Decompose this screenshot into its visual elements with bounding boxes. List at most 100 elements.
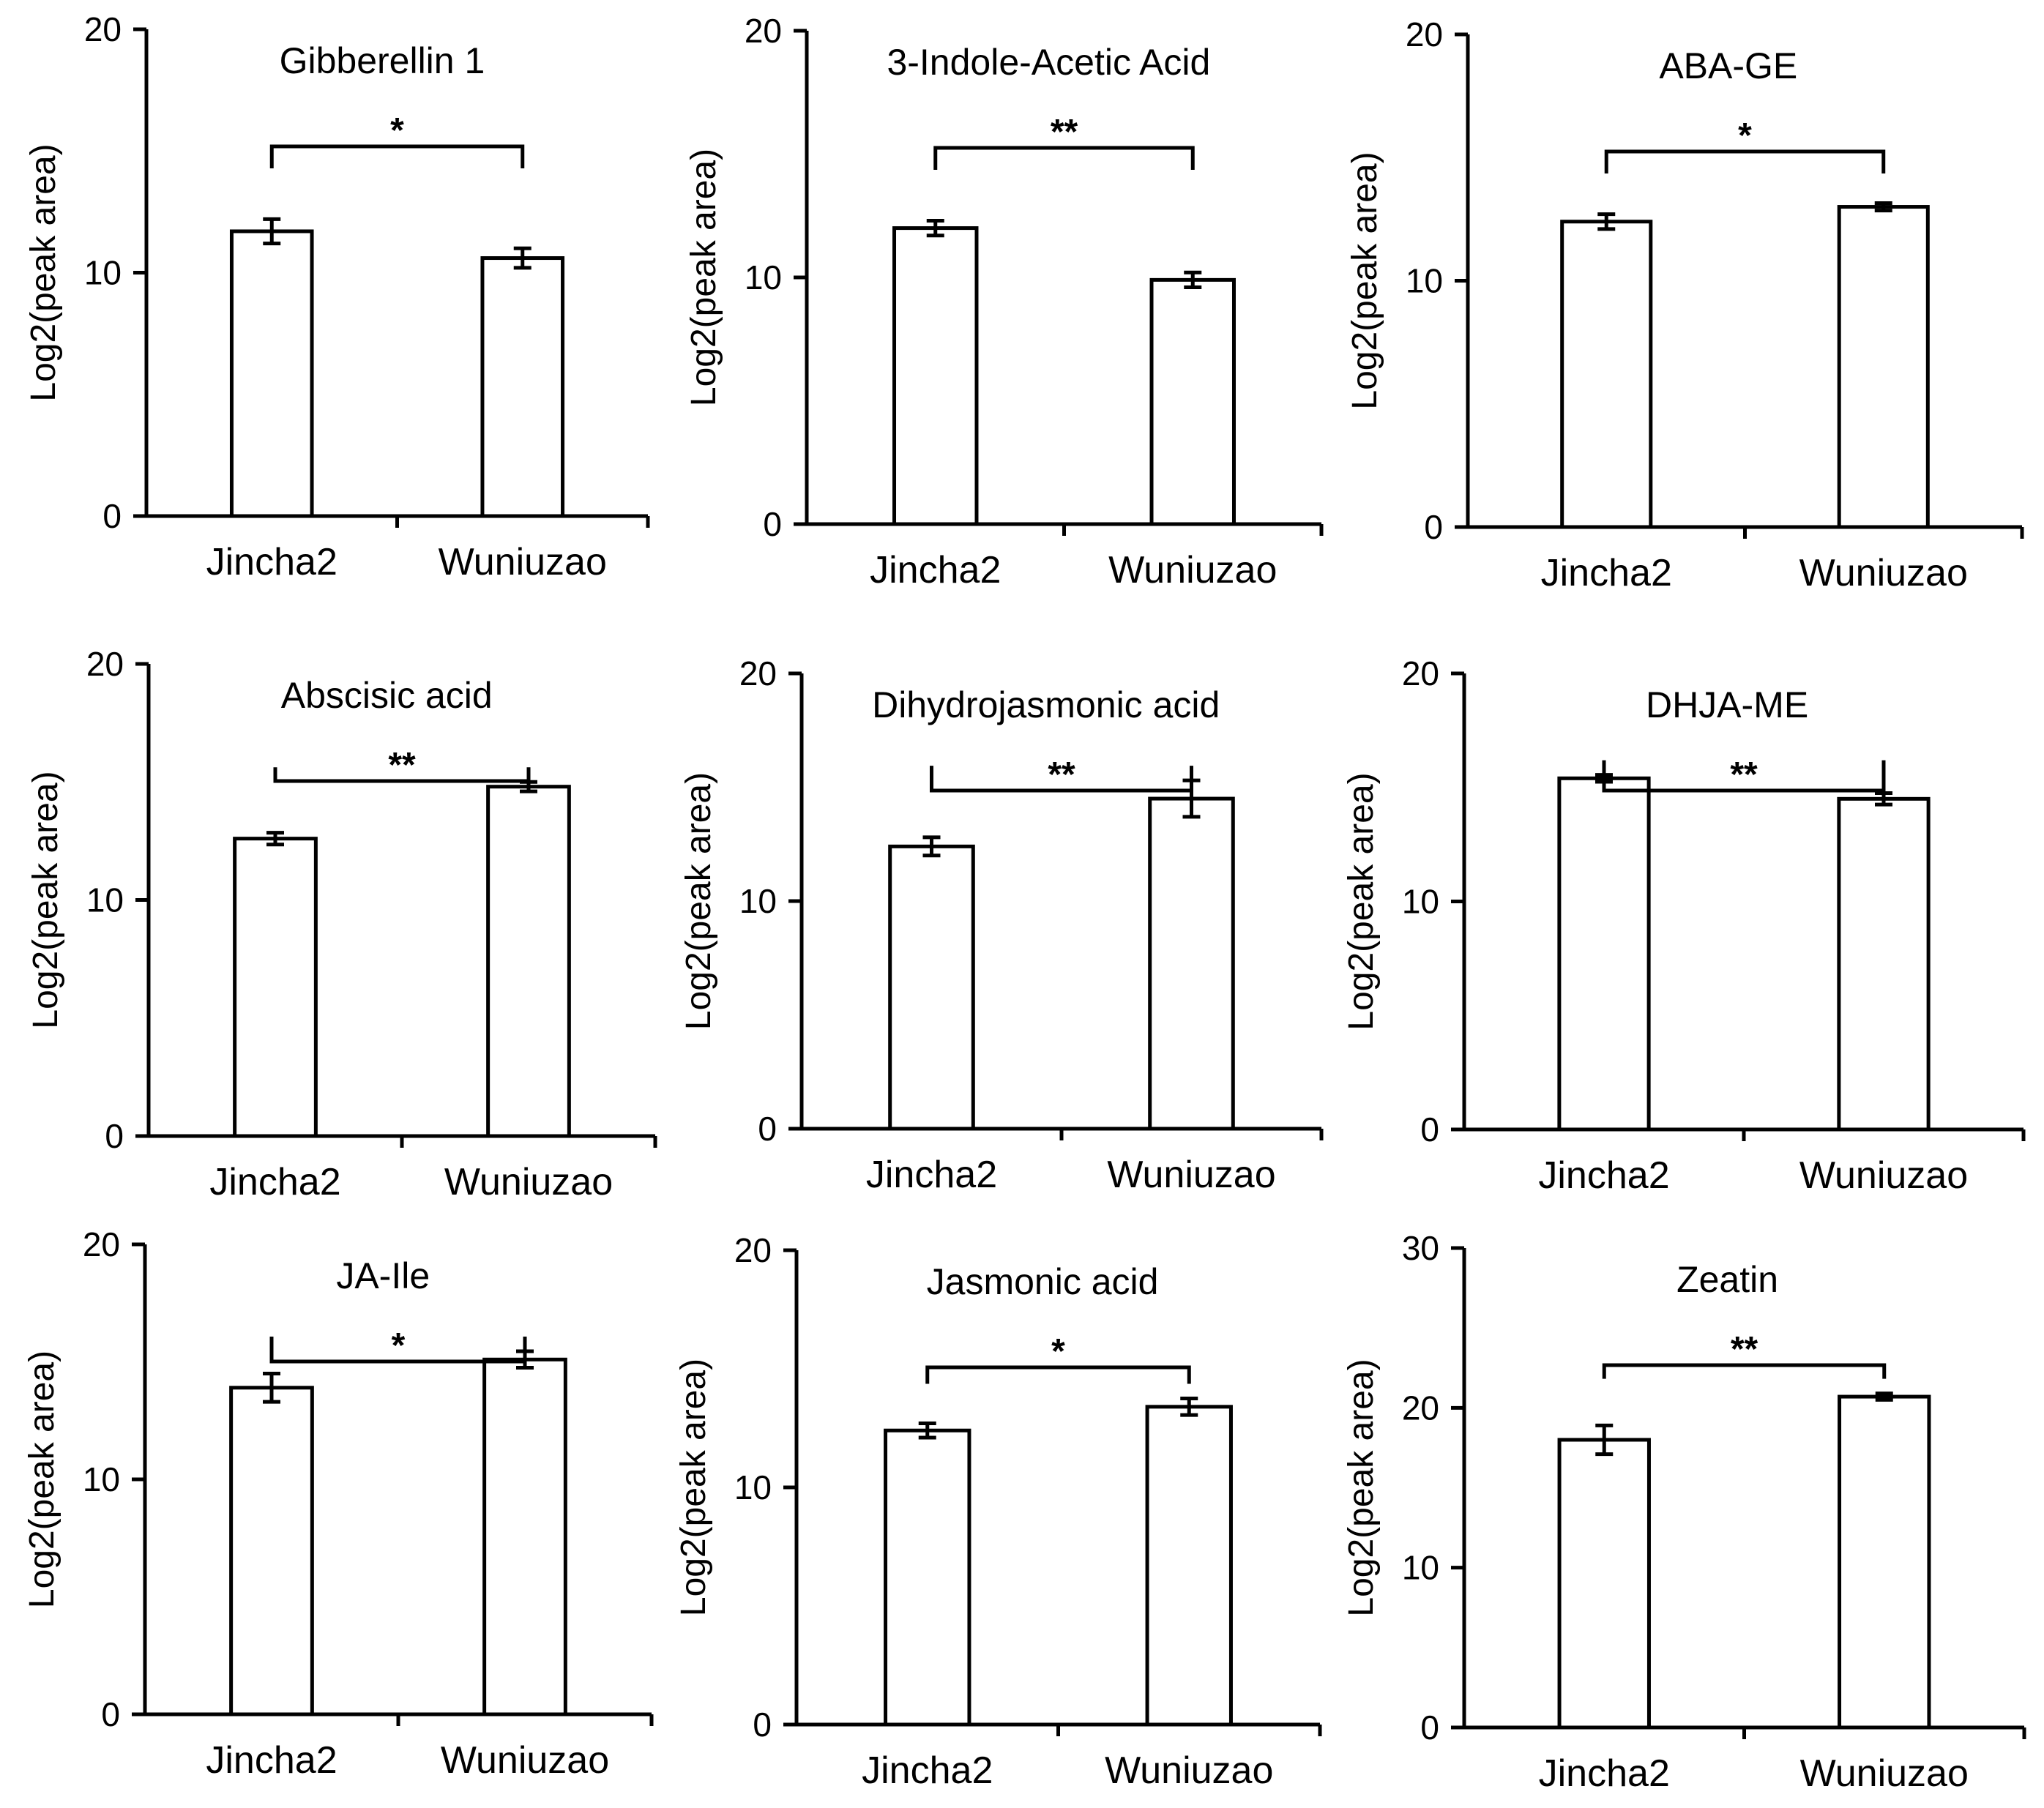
y-tick-label: 10 (86, 881, 124, 919)
y-tick-label: 10 (84, 254, 122, 292)
significance-marker: * (392, 1326, 406, 1365)
bar (1149, 277, 1236, 526)
y-tick-label: 20 (86, 645, 124, 683)
bar (1837, 205, 1930, 529)
y-tick-label: 30 (1402, 1229, 1439, 1267)
y-axis-label: Log2(peak area) (674, 1359, 713, 1616)
chart-panel: 0 10 20 Jincha2 Wuniuzao Log2(peak area) Dihyd… (679, 654, 1324, 1196)
y-tick-label: 10 (734, 1468, 772, 1506)
significance-bracket (925, 1365, 1191, 1384)
y-tick-label: 0 (758, 1110, 777, 1148)
y-tick-label: 0 (763, 505, 782, 543)
y-tick-label: 20 (1406, 15, 1443, 53)
category-label: Wuniuzao (444, 1161, 613, 1203)
category-label: Jincha2 (866, 1154, 997, 1196)
chart-panel: 0 10 20 Jincha2 Wuniuzao Log2(peak area) Gibbe… (24, 10, 650, 583)
category-label: Wuniuzao (1105, 1749, 1273, 1792)
category-label: Jincha2 (870, 549, 1001, 591)
category-label: Jincha2 (862, 1749, 993, 1792)
y-axis-label: Log2(peak area) (1346, 152, 1384, 409)
y-tick-label: 20 (1402, 654, 1439, 692)
bar (480, 256, 565, 518)
y-tick-label: 0 (101, 1695, 120, 1733)
significance-bracket (1602, 760, 1886, 793)
category-label: Wuniuzao (441, 1739, 609, 1782)
bar (888, 844, 975, 1131)
y-tick-label: 0 (102, 497, 122, 535)
chart-title: DHJA-ME (1646, 684, 1808, 725)
bar (233, 837, 318, 1138)
category-label: Wuniuzao (439, 541, 607, 583)
chart-title: JA-Ile (336, 1255, 430, 1296)
significance-bracket (269, 1337, 527, 1364)
bar (1557, 1438, 1651, 1730)
category-label: Jincha2 (1539, 1752, 1670, 1795)
category-label: Jincha2 (206, 541, 337, 583)
category-label: Wuniuzao (1799, 552, 1968, 594)
y-axis-label: Log2(peak area) (1342, 772, 1381, 1030)
significance-bracket (1604, 149, 1886, 173)
bar (1837, 796, 1931, 1132)
y-tick-label: 10 (1402, 883, 1439, 921)
chart-title: Dihydrojasmonic acid (872, 684, 1220, 725)
significance-marker: ** (1730, 755, 1758, 794)
bar (1560, 220, 1653, 529)
category-label: Jincha2 (1538, 1154, 1669, 1197)
bar (229, 229, 314, 518)
category-label: Jincha2 (206, 1739, 337, 1782)
y-axis-label: Log2(peak area) (679, 772, 718, 1030)
y-tick-label: 0 (105, 1117, 124, 1155)
category-label: Wuniuzao (1108, 549, 1277, 591)
y-axis-label: Log2(peak area) (1342, 1359, 1381, 1616)
chart-title: 3-Indole-Acetic Acid (887, 42, 1210, 83)
y-tick-label: 20 (83, 1225, 120, 1263)
category-label: Wuniuzao (1107, 1154, 1275, 1196)
chart-panel: 0 10 20 Jincha2 Wuniuzao Log2(peak area) 3-Ind… (685, 12, 1324, 591)
category-label: Wuniuzao (1800, 1752, 1969, 1795)
significance-marker: ** (1051, 113, 1078, 152)
y-axis-label: Log2(peak area) (26, 771, 65, 1028)
y-tick-label: 10 (739, 882, 777, 920)
y-axis-label: Log2(peak area) (23, 1351, 61, 1608)
chart-panel: 0 10 20 Jincha2 Wuniuzao Log2(peak area) DHJA-… (1342, 654, 2026, 1197)
y-tick-label: 0 (1420, 1110, 1439, 1148)
significance-marker: ** (1048, 755, 1075, 794)
category-label: Wuniuzao (1799, 1154, 1968, 1197)
y-tick-label: 20 (739, 654, 777, 692)
chart-panel: 0 10 20 Jincha2 Wuniuzao Log2(peak area) Jasmo… (674, 1231, 1322, 1792)
chart-title: Zeatin (1676, 1259, 1778, 1300)
significance-marker: * (1738, 116, 1752, 155)
bar (1838, 1394, 1931, 1730)
bar (482, 1357, 567, 1717)
y-tick-label: 0 (753, 1706, 772, 1744)
y-tick-label: 20 (734, 1231, 772, 1269)
bar (486, 785, 571, 1138)
significance-bracket (933, 146, 1195, 170)
bar (892, 226, 979, 526)
y-tick-label: 10 (83, 1460, 120, 1498)
y-tick-label: 10 (1402, 1549, 1439, 1587)
y-tick-label: 0 (1424, 508, 1443, 546)
significance-marker: * (390, 111, 404, 150)
y-tick-label: 0 (1420, 1708, 1439, 1747)
chart-title: ABA-GE (1659, 45, 1797, 86)
significance-marker: ** (1731, 1330, 1758, 1369)
bar (1145, 1405, 1233, 1727)
chart-title: Jasmonic acid (927, 1261, 1159, 1302)
y-tick-label: 20 (84, 10, 122, 48)
y-axis-label: Log2(peak area) (24, 143, 63, 401)
bar (1557, 776, 1651, 1132)
y-axis-label: Log2(peak area) (685, 149, 723, 406)
chart-panel: 0 10 20 Jincha2 Wuniuzao Log2(peak area) ABA-G… (1346, 15, 2024, 594)
y-tick-label: 10 (1406, 262, 1443, 300)
bar (1148, 796, 1235, 1131)
significance-bracket (273, 767, 531, 783)
y-tick-label: 10 (745, 258, 782, 296)
significance-marker: * (1051, 1332, 1065, 1371)
chart-panel: 0 10 20 30 Jincha2 Wuniuzao Log2(peak area) Zea… (1342, 1229, 2026, 1795)
category-label: Jincha2 (209, 1161, 340, 1203)
y-tick-label: 20 (745, 12, 782, 50)
significance-bracket (269, 144, 525, 168)
significance-bracket (930, 766, 1193, 793)
